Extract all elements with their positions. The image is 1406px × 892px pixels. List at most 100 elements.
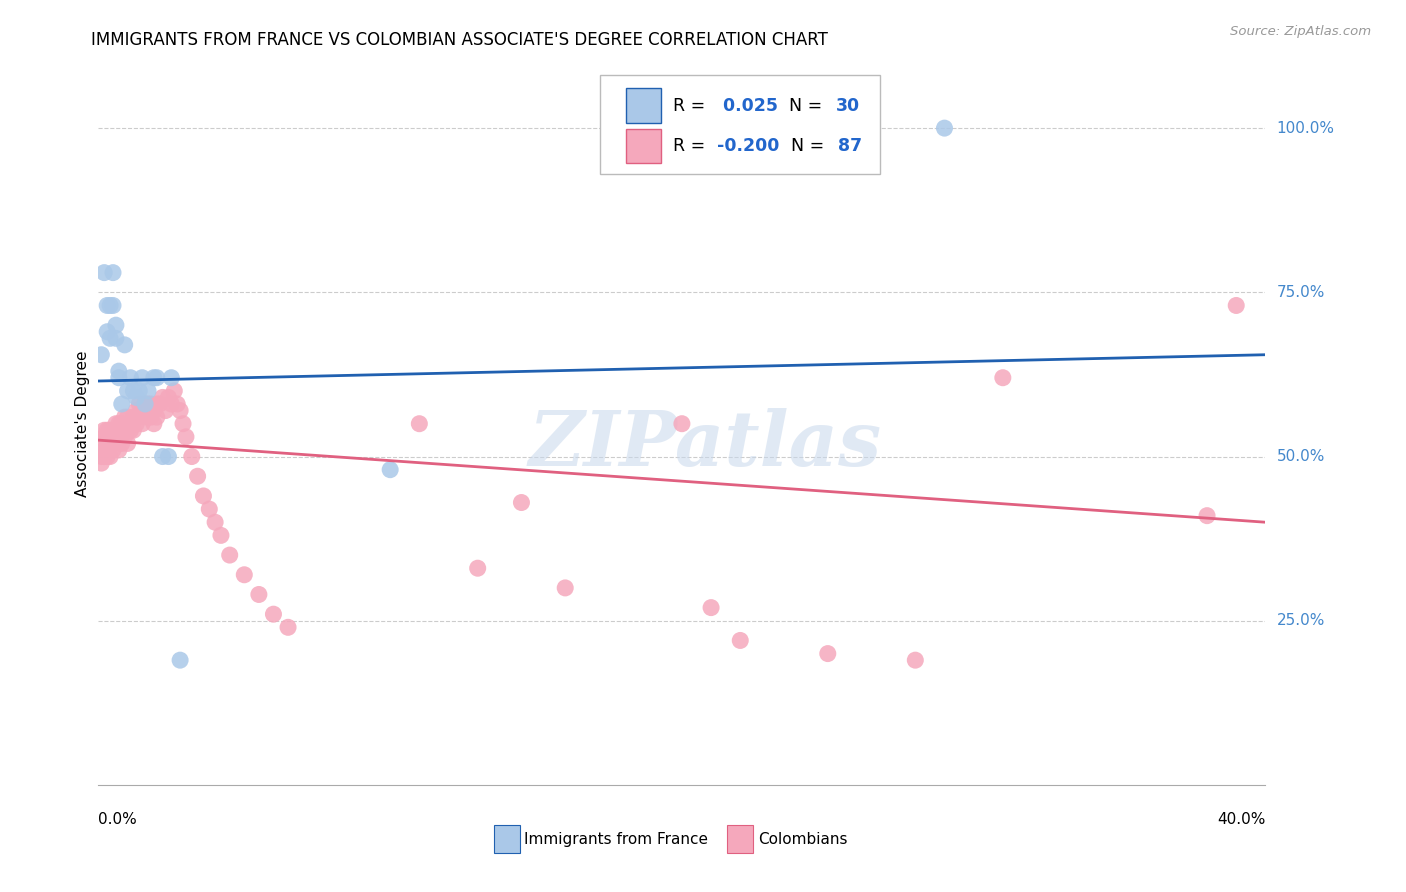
Point — [700, 600, 723, 615]
Point — [554, 581, 576, 595]
Point — [131, 403, 153, 417]
Point — [104, 318, 127, 333]
Text: 25.0%: 25.0% — [1277, 614, 1324, 628]
Point — [101, 442, 124, 457]
Point — [817, 647, 839, 661]
Text: 40.0%: 40.0% — [1218, 813, 1265, 828]
Point — [904, 653, 927, 667]
Text: N =: N = — [780, 136, 830, 155]
Point — [120, 370, 142, 384]
Point — [146, 410, 169, 425]
Point — [262, 607, 284, 622]
Point — [142, 417, 165, 431]
Point — [991, 370, 1014, 384]
Point — [209, 528, 232, 542]
Point — [198, 502, 221, 516]
Point — [93, 450, 115, 464]
Point — [122, 423, 145, 437]
Point — [180, 450, 202, 464]
Point — [277, 620, 299, 634]
Point — [1195, 508, 1218, 523]
Point — [128, 410, 150, 425]
Point — [101, 298, 124, 312]
Text: N =: N = — [778, 97, 827, 115]
Point — [101, 266, 124, 280]
FancyBboxPatch shape — [727, 825, 754, 853]
Text: Source: ZipAtlas.com: Source: ZipAtlas.com — [1230, 25, 1371, 38]
Point — [671, 417, 693, 431]
Point — [114, 430, 136, 444]
Point — [93, 423, 115, 437]
Point — [380, 463, 402, 477]
Point — [163, 384, 186, 398]
Point — [101, 436, 124, 450]
Point — [128, 397, 150, 411]
Point — [111, 417, 134, 431]
Point — [139, 410, 162, 425]
Point — [114, 410, 136, 425]
Text: IMMIGRANTS FROM FRANCE VS COLOMBIAN ASSOCIATE'S DEGREE CORRELATION CHART: IMMIGRANTS FROM FRANCE VS COLOMBIAN ASSO… — [91, 31, 828, 49]
Text: 30: 30 — [837, 97, 860, 115]
Point — [934, 121, 956, 136]
Point — [108, 370, 131, 384]
Point — [90, 456, 112, 470]
Point — [104, 417, 127, 431]
Point — [142, 370, 165, 384]
Text: R =: R = — [672, 136, 710, 155]
FancyBboxPatch shape — [626, 88, 661, 123]
Point — [169, 403, 191, 417]
Point — [117, 423, 139, 437]
Text: R =: R = — [672, 97, 710, 115]
Point — [120, 423, 142, 437]
Text: 75.0%: 75.0% — [1277, 285, 1324, 300]
FancyBboxPatch shape — [600, 75, 880, 175]
Point — [204, 515, 226, 529]
Point — [111, 397, 134, 411]
Y-axis label: Associate's Degree: Associate's Degree — [75, 351, 90, 497]
Point — [111, 423, 134, 437]
Point — [104, 331, 127, 345]
Point — [108, 430, 131, 444]
Text: -0.200: -0.200 — [717, 136, 779, 155]
Point — [96, 430, 118, 444]
Point — [98, 450, 121, 464]
Point — [101, 423, 124, 437]
Point — [96, 325, 118, 339]
Point — [139, 397, 162, 411]
Point — [157, 450, 180, 464]
Point — [93, 442, 115, 457]
Point — [131, 417, 153, 431]
Point — [187, 469, 209, 483]
Text: Immigrants from France: Immigrants from France — [524, 831, 709, 847]
Point — [125, 403, 148, 417]
Point — [125, 391, 148, 405]
Point — [98, 430, 121, 444]
Point — [136, 384, 159, 398]
Point — [218, 548, 240, 562]
Point — [96, 298, 118, 312]
Point — [134, 397, 156, 411]
Point — [142, 403, 165, 417]
Point — [155, 403, 177, 417]
FancyBboxPatch shape — [626, 128, 661, 163]
Point — [108, 364, 131, 378]
Point — [730, 633, 752, 648]
Point — [134, 397, 156, 411]
Point — [114, 338, 136, 352]
FancyBboxPatch shape — [494, 825, 520, 853]
Point — [467, 561, 489, 575]
Point — [247, 587, 270, 601]
Point — [117, 384, 139, 398]
Text: 0.0%: 0.0% — [98, 813, 138, 828]
Point — [90, 436, 112, 450]
Point — [122, 384, 145, 398]
Point — [152, 391, 174, 405]
Point — [1225, 298, 1247, 312]
Point — [93, 266, 115, 280]
Point — [117, 410, 139, 425]
Point — [152, 450, 174, 464]
Point — [510, 495, 533, 509]
Point — [233, 567, 256, 582]
Point — [96, 423, 118, 437]
Point — [136, 397, 159, 411]
